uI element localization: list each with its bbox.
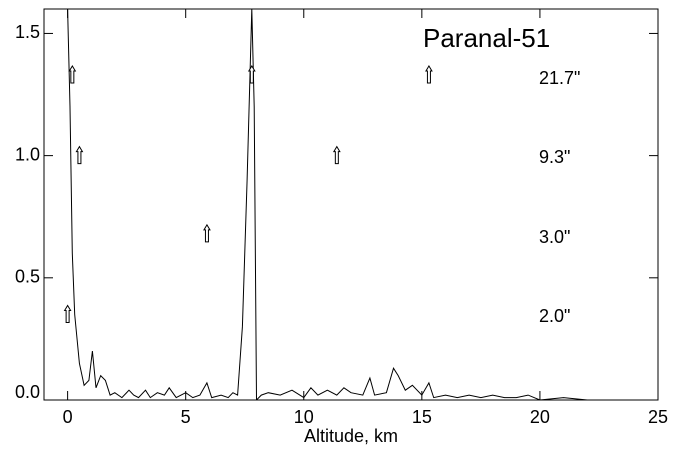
annotation: 2.0" — [539, 306, 570, 326]
arrow-marker — [75, 145, 84, 165]
y-tick-label: 1.0 — [15, 144, 40, 164]
arrow-marker — [63, 304, 72, 323]
profile-line — [67, 9, 599, 400]
plot-frame — [43, 8, 659, 401]
arrow-marker — [247, 65, 256, 84]
chart-title: Paranal-51 — [423, 23, 550, 53]
x-tick-label: 10 — [294, 407, 314, 427]
annotation: 21.7" — [539, 68, 580, 88]
arrow-marker — [425, 65, 433, 84]
x-tick-label: 15 — [412, 407, 432, 427]
x-tick-label: 5 — [181, 407, 191, 427]
x-tick-label: 20 — [530, 407, 550, 427]
y-tick-label: 0.5 — [15, 267, 40, 287]
x-tick-label: 0 — [63, 407, 73, 427]
annotation: 9.3" — [539, 147, 570, 167]
y-tick-label: 0.0 — [15, 382, 40, 402]
annotation: 3.0" — [539, 227, 570, 247]
x-axis-label: Altitude, km — [304, 426, 398, 446]
arrow-marker — [332, 145, 341, 165]
arrow-marker — [68, 65, 77, 84]
y-tick-label: 1.5 — [15, 22, 40, 42]
arrow-marker — [203, 223, 211, 243]
x-tick-label: 25 — [648, 407, 668, 427]
